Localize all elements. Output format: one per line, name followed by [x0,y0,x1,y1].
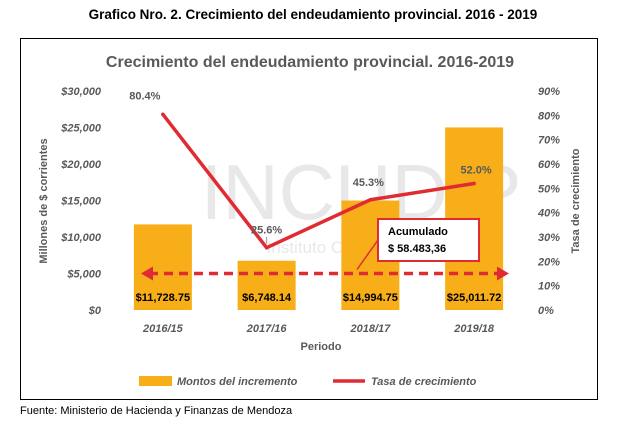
y2-tick-label: 60% [538,159,560,171]
x-tick-label: 2017/16 [246,323,288,335]
x-tick-label: 2016/15 [142,323,184,335]
line-series: 80.4% 25.6% 45.3% 52.0% [129,90,492,250]
line-point [161,112,165,117]
x-tick-label: 2018/17 [349,323,391,335]
bar [133,224,192,310]
accumulated-leader [356,239,379,270]
line-point [264,245,269,250]
accumulated-series: Acumulado $ 58.483,36 [141,218,509,281]
y2-tick-label: 0% [538,305,554,317]
line-path [161,113,475,250]
figure-caption: Grafico Nro. 2. Crecimiento del endeudam… [88,7,538,22]
bar-data-label: $25,011.72 [447,292,501,304]
accumulated-label: Acumulado [388,226,448,238]
bar-data-label: $6,748.14 [242,292,292,304]
legend: Montos del incremento Tasa de crecimiento [139,376,477,388]
y-tick-label: $15,000 [60,196,102,208]
y-axis-right: 0% 10% 20% 30% 40% 50% 60% 70% 80% 90% [537,86,560,317]
line-data-label: 25.6% [251,225,282,237]
y-axis-left: $0 $5,000 $10,000 $15,000 $20,000 $25,000 $30,… [60,86,102,317]
source-note: Fuente: Ministerio de Hacienda y Finanza… [20,405,293,417]
y2-tick-label: 10% [538,281,560,293]
accumulated-value: $ 58.483,36 [388,243,446,255]
line-data-label: 45.3% [353,177,384,189]
y2-tick-label: 90% [538,86,560,98]
y2-tick-label: 40% [537,208,560,220]
line-data-label: 52.0% [461,164,492,176]
y-tick-label: $25,000 [60,123,102,135]
y2-axis-label: Tasa de crecimiento [570,148,582,253]
x-axis-label: Periodo [301,341,342,353]
y-tick-label: $5,000 [66,269,102,281]
legend-label-bar: Montos del incremento [177,376,298,388]
bar-data-label: $11,728.75 [136,292,190,304]
y-tick-label: $0 [88,305,102,317]
legend-label-line: Tasa de crecimiento [371,376,477,388]
y2-tick-label: 20% [537,256,560,268]
line-data-label: 80.4% [129,90,160,102]
arrow-right-icon [497,266,509,281]
chart-frame: INCUDIP Instituto Cuyano de Desarrollo C… [20,38,598,400]
y2-tick-label: 80% [538,110,560,122]
arrow-left-icon [141,266,153,281]
chart: INCUDIP Instituto Cuyano de Desarrollo C… [38,54,582,388]
x-tick-label: 2019/18 [453,323,495,335]
line-point [368,197,373,202]
y-tick-label: $20,000 [60,159,102,171]
y2-tick-label: 50% [538,183,560,195]
chart-title: Crecimiento del endeudamiento provincial… [106,54,514,71]
bar-data-label: $14,994.75 [343,292,398,304]
x-axis: 2016/15 2017/16 2018/17 2019/18 [142,323,495,335]
y-tick-label: $10,000 [60,232,102,244]
y2-tick-label: 70% [538,135,560,147]
bar [237,260,296,310]
y2-tick-label: 30% [538,232,560,244]
legend-swatch-bar [139,376,172,386]
accumulated-callout [377,218,480,262]
line-point [472,181,476,186]
y-axis-label: Millones de $ corrientes [38,138,50,263]
y-tick-label: $30,000 [60,86,102,98]
